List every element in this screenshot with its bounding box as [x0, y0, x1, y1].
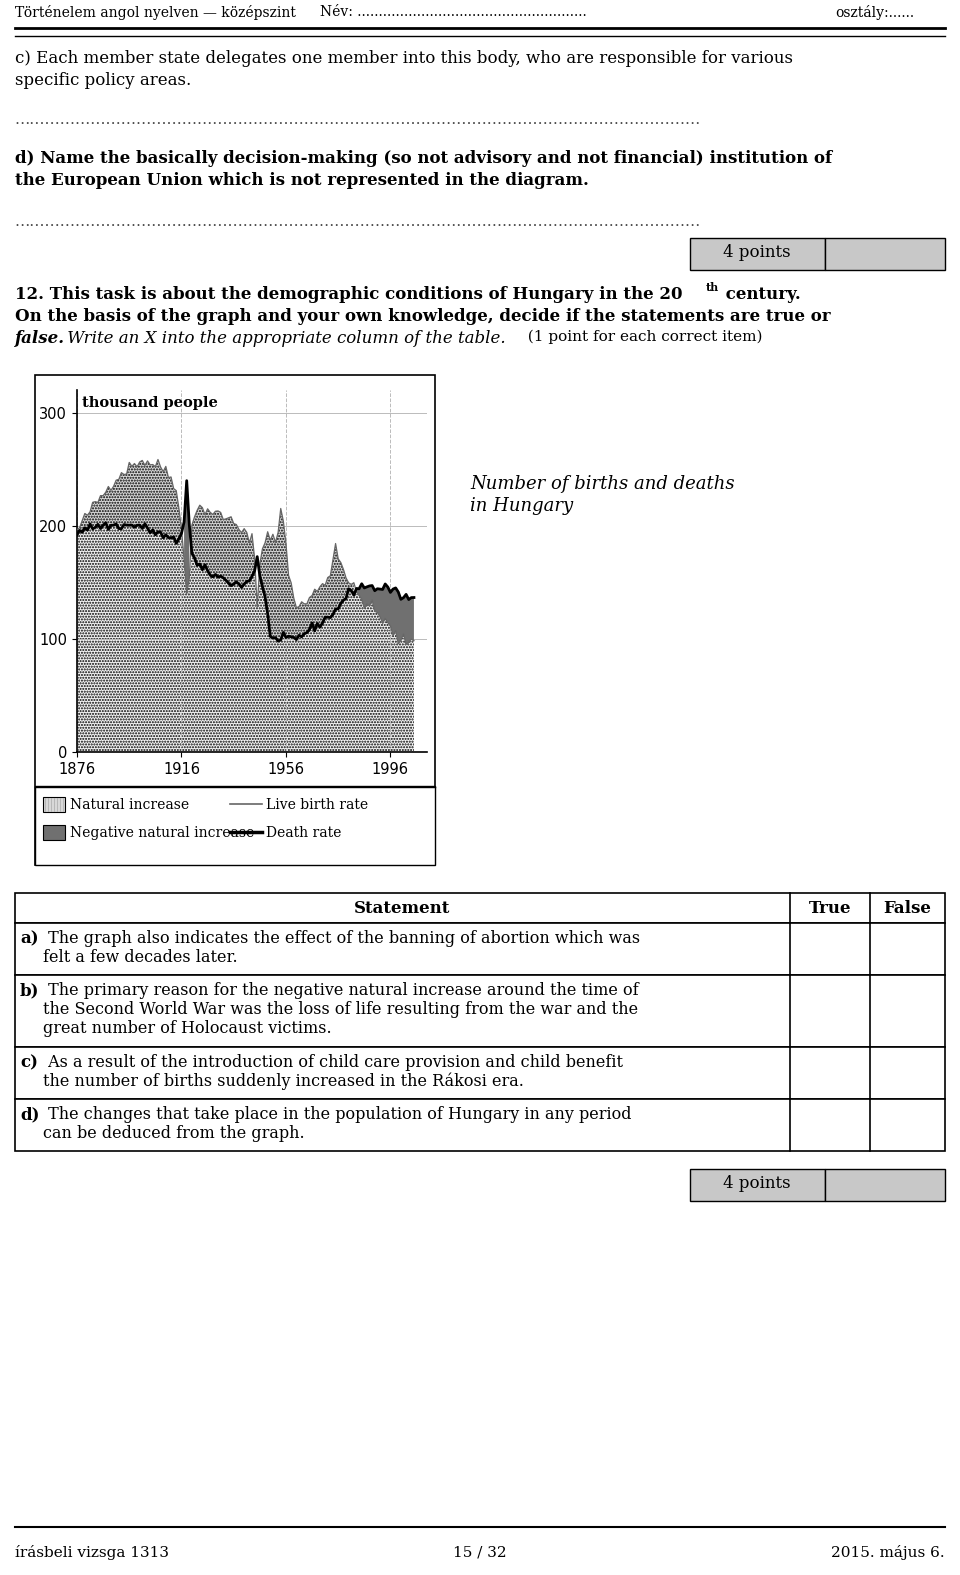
Text: osztály:......: osztály:......: [835, 5, 914, 20]
Text: th: th: [706, 282, 719, 293]
Text: a): a): [20, 929, 38, 947]
Text: ………………………………………………………………………………………………………………………: ……………………………………………………………………………………………………………: [15, 216, 701, 228]
Text: True: True: [808, 899, 852, 917]
Text: b): b): [20, 981, 39, 999]
Bar: [35, 786, 435, 865]
Bar: [35, 375, 435, 865]
Text: d): d): [20, 1106, 39, 1123]
Text: Number of births and deaths: Number of births and deaths: [470, 476, 734, 493]
Text: felt a few decades later.: felt a few decades later.: [43, 950, 238, 965]
Text: century.: century.: [720, 287, 801, 302]
Text: 4 points: 4 points: [723, 1175, 791, 1192]
Text: c): c): [20, 1054, 38, 1071]
Text: the Second World War was the loss of life resulting from the war and the: the Second World War was the loss of lif…: [43, 1002, 638, 1017]
Text: The primary reason for the negative natural increase around the time of: The primary reason for the negative natu…: [43, 981, 638, 999]
Text: írásbeli vizsga 1313: írásbeli vizsga 1313: [15, 1545, 169, 1559]
Text: Death rate: Death rate: [266, 825, 342, 839]
Bar: [43, 797, 65, 813]
Text: (1 point for each correct item): (1 point for each correct item): [518, 331, 762, 345]
Bar: [15, 1099, 945, 1151]
Bar: [690, 1169, 825, 1202]
Text: 15 / 32: 15 / 32: [453, 1545, 507, 1559]
Text: The changes that take place in the population of Hungary in any period: The changes that take place in the popul…: [43, 1106, 632, 1123]
Text: False: False: [883, 899, 931, 917]
Text: Negative natural increase: Negative natural increase: [70, 825, 254, 839]
Text: Natural increase: Natural increase: [70, 799, 189, 813]
Text: 2015. május 6.: 2015. május 6.: [831, 1545, 945, 1559]
Text: ………………………………………………………………………………………………………………………: ……………………………………………………………………………………………………………: [15, 113, 701, 128]
Text: in Hungary: in Hungary: [470, 498, 573, 515]
Text: d) Name the basically decision-making (so not advisory and not financial) instit: d) Name the basically decision-making (s…: [15, 150, 832, 167]
Bar: [825, 1169, 945, 1202]
Text: Live birth rate: Live birth rate: [266, 799, 368, 813]
Bar: [43, 825, 65, 839]
Text: Statement: Statement: [354, 899, 450, 917]
Bar: [15, 975, 945, 1047]
Bar: [15, 1047, 945, 1099]
Text: On the basis of the graph and your own knowledge, decide if the statements are t: On the basis of the graph and your own k…: [15, 309, 830, 324]
Text: Write an X into the appropriate column of the table.: Write an X into the appropriate column o…: [62, 331, 506, 346]
Text: The graph also indicates the effect of the banning of abortion which was: The graph also indicates the effect of t…: [43, 929, 640, 947]
Text: false.: false.: [15, 331, 65, 346]
Text: the number of births suddenly increased in the Rákosi era.: the number of births suddenly increased …: [43, 1073, 524, 1090]
Text: thousand people: thousand people: [83, 395, 218, 410]
Text: specific policy areas.: specific policy areas.: [15, 72, 191, 90]
Text: can be deduced from the graph.: can be deduced from the graph.: [43, 1125, 304, 1142]
Bar: [15, 893, 945, 923]
Bar: [15, 923, 945, 975]
Text: 12. This task is about the demographic conditions of Hungary in the 20: 12. This task is about the demographic c…: [15, 287, 683, 302]
Text: c) Each member state delegates one member into this body, who are responsible fo: c) Each member state delegates one membe…: [15, 50, 793, 68]
Bar: [825, 238, 945, 269]
Text: Történelem angol nyelven — középszint: Történelem angol nyelven — középszint: [15, 5, 296, 20]
Text: great number of Holocaust victims.: great number of Holocaust victims.: [43, 1021, 331, 1036]
Text: Név: ......................................................: Név: ...................................…: [320, 5, 587, 19]
Bar: [690, 238, 825, 269]
Text: As a result of the introduction of child care provision and child benefit: As a result of the introduction of child…: [43, 1054, 623, 1071]
Text: the European Union which is not represented in the diagram.: the European Union which is not represen…: [15, 172, 588, 189]
Text: 4 points: 4 points: [723, 244, 791, 261]
